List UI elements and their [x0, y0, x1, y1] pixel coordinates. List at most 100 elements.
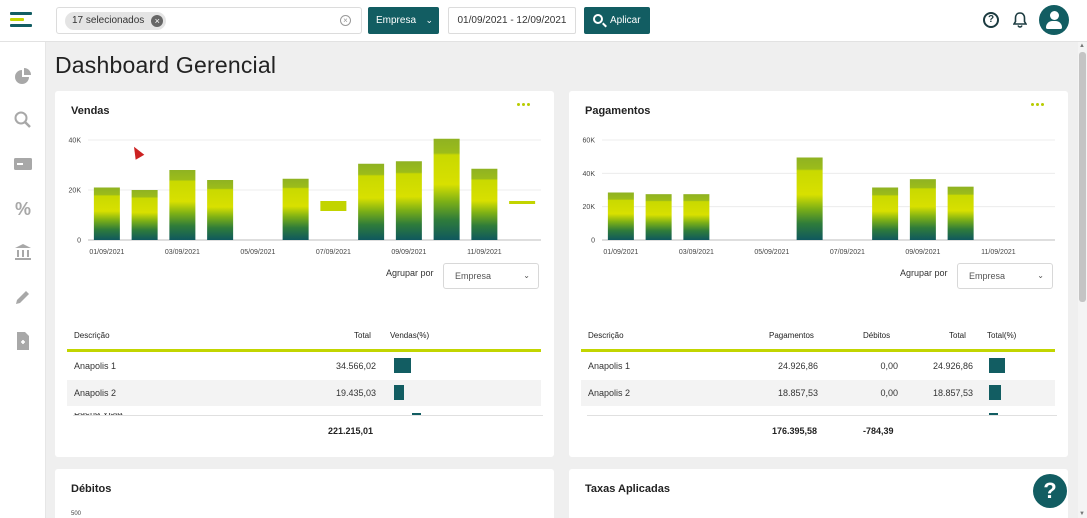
remove-chip-icon[interactable]: ×: [151, 15, 164, 27]
vendas-group-value: Empresa: [455, 271, 492, 281]
bar: [93, 187, 120, 240]
bar: [796, 157, 823, 240]
y-tick-label: 20K: [583, 204, 596, 211]
pagamentos-group-select[interactable]: Empresa ⌄: [957, 263, 1053, 289]
bar: [645, 194, 672, 240]
table-row: Anapolis 1 34.566,02: [67, 353, 541, 379]
avatar[interactable]: [1039, 5, 1069, 35]
debitos-title: Débitos: [71, 483, 112, 495]
selection-chip: 17 selecionados ×: [65, 12, 167, 30]
company-filter-input[interactable]: 17 selecionados × ×: [56, 7, 362, 34]
group-by-dropdown[interactable]: Empresa ⌄: [368, 7, 439, 34]
bar: [909, 179, 936, 240]
x-tick-label: 05/09/2021: [240, 249, 275, 256]
percent-icon[interactable]: %: [14, 199, 31, 219]
chevron-down-icon: ⌄: [1037, 271, 1044, 280]
apply-button[interactable]: Aplicar: [584, 7, 650, 34]
top-bar: 17 selecionados × × Empresa ⌄ 01/09/2021…: [0, 0, 1087, 42]
page-title: Dashboard Gerencial: [55, 52, 277, 78]
x-tick-label: 09/09/2021: [905, 249, 940, 256]
search-icon[interactable]: [13, 110, 33, 130]
group-by-label: Agrupar por: [900, 268, 948, 278]
x-tick-label: 09/09/2021: [391, 249, 426, 256]
pagamentos-footer-debitos: -784,39: [863, 426, 894, 436]
pagamentos-title: Pagamentos: [585, 105, 651, 117]
scrollbar[interactable]: ▲ ▼: [1078, 42, 1087, 518]
chevron-down-icon: ⌄: [425, 15, 433, 25]
col-debitos: Débitos: [863, 331, 891, 340]
more-options-icon[interactable]: [517, 101, 531, 107]
y-tick-label: 40K: [69, 138, 82, 145]
col-total-pct: Total(%): [987, 331, 1017, 340]
x-tick-label: 01/09/2021: [603, 249, 638, 256]
table-cell-pagamentos: 24.926,86: [777, 361, 818, 371]
table-cell-pagamentos: 18.857,53: [777, 388, 818, 398]
table-cell-descricao: Anapolis 2: [74, 388, 117, 398]
x-tick-label: 07/09/2021: [830, 249, 865, 256]
bar: [509, 201, 536, 204]
taxas-card: Taxas Aplicadas: [569, 469, 1068, 518]
percent-bar: [394, 358, 412, 373]
group-by-label: Agrupar por: [386, 268, 434, 278]
vendas-card: Vendas 0 20K 40K 01/09/2021 03/09/2021 05/09/…: [55, 91, 554, 457]
chevron-down-icon: ⌄: [523, 271, 530, 280]
header-divider: [67, 349, 541, 352]
sidebar: %: [0, 42, 46, 518]
pagamentos-group-value: Empresa: [969, 271, 1006, 281]
vendas-group-select[interactable]: Empresa ⌄: [443, 263, 539, 289]
cut-row: [587, 413, 1057, 416]
more-options-icon[interactable]: [1031, 101, 1045, 107]
bell-icon[interactable]: [1013, 12, 1027, 28]
percent-bar: [394, 385, 404, 400]
menu-logo-icon[interactable]: [10, 12, 32, 30]
y-tick-label: 60K: [583, 138, 596, 145]
document-icon[interactable]: [13, 331, 33, 351]
clear-filter-icon[interactable]: ×: [340, 15, 351, 26]
bar: [358, 163, 385, 240]
bar: [395, 161, 422, 240]
y-tick-label: 20K: [69, 188, 82, 195]
bank-icon[interactable]: [13, 242, 33, 262]
bar: [207, 180, 234, 240]
taxas-title: Taxas Aplicadas: [585, 483, 670, 495]
pie-chart-icon[interactable]: [13, 67, 33, 87]
table-cell-total: 24.926,86: [932, 361, 973, 371]
vendas-title: Vendas: [71, 105, 110, 117]
bar: [872, 187, 899, 240]
table-cell-total: 34.566,02: [335, 361, 376, 371]
help-fab-button[interactable]: ?: [1033, 474, 1067, 508]
vendas-chart: 0 20K 40K 01/09/2021 03/09/2021 05/09/2021 07/…: [69, 138, 541, 256]
x-tick-label: 01/09/2021: [89, 249, 124, 256]
table-cell-descricao: Anapolis 2: [588, 388, 631, 398]
x-tick-label: 03/09/2021: [679, 249, 714, 256]
bar: [947, 186, 974, 240]
bar: [282, 178, 309, 240]
bar: [683, 194, 710, 240]
col-total: Total: [354, 331, 371, 340]
table-cell-total: 19.435,03: [335, 388, 376, 398]
table-row: Anapolis 2 19.435,03: [67, 380, 541, 406]
apply-button-label: Aplicar: [610, 15, 641, 26]
help-icon[interactable]: ?: [983, 12, 999, 28]
pagamentos-footer-total: 176.395,58: [772, 426, 818, 436]
percent-bar: [989, 358, 1005, 373]
card-icon[interactable]: [13, 154, 33, 174]
vendas-footer-total: 221.215,01: [328, 426, 374, 436]
pencil-icon[interactable]: [13, 287, 33, 307]
x-tick-label: 05/09/2021: [754, 249, 789, 256]
percent-bar: [989, 385, 1001, 400]
col-vendas-pct: Vendas(%): [390, 331, 430, 340]
table-cell-debitos: 0,00: [880, 361, 898, 371]
bar: [433, 138, 460, 240]
table-row: Anapolis 1 24.926,86 0,00 24.926,86: [581, 353, 1055, 379]
bar: [320, 201, 347, 211]
bar: [607, 192, 634, 240]
cut-row: Buena Vista: [73, 413, 543, 416]
table-row: Anapolis 2 18.857,53 0,00 18.857,53: [581, 380, 1055, 406]
table-cell-descricao: Anapolis 1: [588, 361, 631, 371]
debitos-ytick: 500: [70, 511, 81, 517]
y-tick-label: 40K: [583, 171, 596, 178]
x-tick-label: 11/09/2021: [981, 249, 1016, 256]
table-cell-total: 18.857,53: [932, 388, 973, 398]
date-range-input[interactable]: 01/09/2021 - 12/09/2021: [448, 7, 576, 34]
